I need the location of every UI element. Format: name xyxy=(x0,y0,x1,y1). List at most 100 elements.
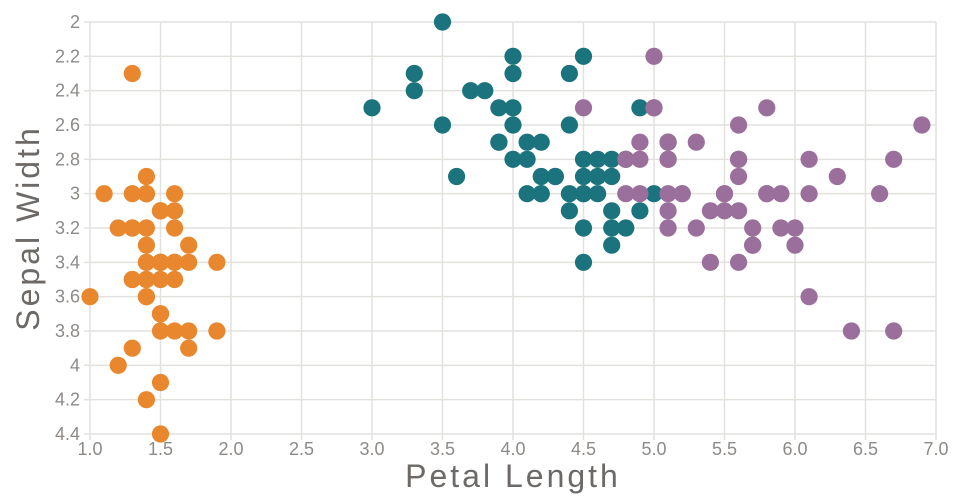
data-point-series-purple xyxy=(730,150,748,168)
data-point-series-purple xyxy=(744,219,762,237)
y-tick-label: 2.4 xyxy=(55,81,80,101)
y-tick-label: 3 xyxy=(70,184,80,204)
data-point-series-teal xyxy=(560,116,579,134)
data-point-series-orange xyxy=(166,270,184,289)
data-point-series-orange xyxy=(109,219,127,237)
data-point-series-orange xyxy=(166,185,184,203)
data-point-series-orange xyxy=(137,219,155,237)
data-point-series-teal xyxy=(448,167,466,186)
data-point-series-orange xyxy=(123,64,141,83)
data-point-series-orange xyxy=(166,253,184,271)
y-axis-title: Sepal Width xyxy=(10,125,46,331)
data-point-series-teal xyxy=(574,167,593,186)
y-tick-label: 3.2 xyxy=(55,218,80,238)
x-tick-label: 3.0 xyxy=(359,439,384,459)
data-point-series-purple xyxy=(828,167,846,186)
data-point-series-teal xyxy=(574,253,593,271)
data-point-series-teal xyxy=(603,236,621,254)
data-point-series-purple xyxy=(715,202,734,220)
data-point-series-purple xyxy=(659,202,677,220)
x-tick-label: 7.0 xyxy=(923,439,948,459)
x-tick-label: 4.5 xyxy=(571,439,596,459)
data-point-series-teal xyxy=(504,150,522,168)
data-point-series-orange xyxy=(137,270,155,289)
data-point-series-orange xyxy=(180,322,198,340)
data-point-series-orange xyxy=(180,253,198,271)
x-tick-label: 4.0 xyxy=(500,439,525,459)
data-point-series-teal xyxy=(405,64,423,83)
data-point-series-orange xyxy=(137,253,155,271)
x-tick-label: 2.0 xyxy=(218,439,243,459)
y-tick-label: 4.2 xyxy=(55,390,80,410)
data-point-series-teal xyxy=(631,99,649,117)
data-point-series-teal xyxy=(560,185,579,203)
data-point-series-orange xyxy=(166,219,184,237)
data-point-series-purple xyxy=(659,150,677,168)
data-point-series-purple xyxy=(885,322,903,340)
data-point-series-teal xyxy=(589,167,607,186)
data-point-series-purple xyxy=(673,185,691,203)
data-point-series-purple xyxy=(730,253,748,271)
y-tick-label: 3.8 xyxy=(55,321,80,341)
x-tick-label: 6.5 xyxy=(853,439,878,459)
data-point-series-purple xyxy=(800,288,818,306)
data-point-series-teal xyxy=(574,185,593,203)
data-point-series-purple xyxy=(687,219,705,237)
gridlines xyxy=(84,21,937,440)
data-point-series-purple xyxy=(800,150,818,168)
data-point-series-purple xyxy=(842,322,861,340)
data-point-series-teal xyxy=(476,82,494,100)
data-point-series-purple xyxy=(913,116,931,134)
data-point-series-purple xyxy=(631,133,649,151)
data-point-series-purple xyxy=(687,133,705,151)
x-tick-label: 3.5 xyxy=(430,439,455,459)
data-point-series-orange xyxy=(109,356,127,374)
data-point-series-purple xyxy=(871,185,889,203)
data-point-series-teal xyxy=(574,150,593,168)
data-point-series-orange xyxy=(208,253,226,271)
x-tick-label: 5.0 xyxy=(641,439,666,459)
data-point-series-orange xyxy=(123,185,141,203)
x-tick-label: 1.5 xyxy=(148,439,173,459)
data-point-series-orange xyxy=(123,270,141,289)
data-point-series-purple xyxy=(758,185,776,203)
data-point-series-teal xyxy=(462,82,480,100)
data-point-series-orange xyxy=(137,391,155,409)
y-tick-label: 2.8 xyxy=(55,149,80,169)
data-point-series-orange xyxy=(123,339,141,357)
data-point-series-purple xyxy=(617,150,635,168)
y-tick-label: 4.4 xyxy=(55,424,80,444)
data-point-series-purple xyxy=(645,99,663,117)
data-point-series-purple xyxy=(645,47,663,65)
data-point-series-teal xyxy=(518,133,536,151)
data-point-series-purple xyxy=(631,185,649,203)
data-point-series-teal xyxy=(546,167,564,186)
data-point-series-purple xyxy=(715,185,734,203)
x-tick-label: 1.0 xyxy=(77,439,102,459)
y-tick-label: 3.6 xyxy=(55,287,80,307)
data-point-series-teal xyxy=(433,116,452,134)
data-point-series-purple xyxy=(617,185,635,203)
data-point-series-teal xyxy=(574,219,593,237)
data-point-series-orange xyxy=(180,339,198,357)
data-point-series-purple xyxy=(800,185,818,203)
data-point-series-teal xyxy=(560,64,579,83)
axis-ticks: 2 2.2 2.4 2.6 2.8 3 3.2 3.4 3.6 3.8 4 4.2 4.41.0 1.5 2… xyxy=(55,12,949,459)
data-point-series-teal xyxy=(589,150,607,168)
data-point-series-teal xyxy=(603,219,621,237)
data-point-series-orange xyxy=(166,202,184,220)
data-point-series-purple xyxy=(730,202,748,220)
data-point-series-teal xyxy=(490,99,508,117)
data-point-series-purple xyxy=(758,99,776,117)
data-point-series-orange xyxy=(151,425,170,443)
data-point-series-purple xyxy=(730,116,748,134)
data-point-series-orange xyxy=(151,202,170,220)
data-point-series-teal xyxy=(518,185,536,203)
y-tick-label: 2.2 xyxy=(55,46,80,66)
data-point-series-teal xyxy=(532,167,550,186)
data-point-series-orange xyxy=(166,322,184,340)
data-point-series-purple xyxy=(659,185,677,203)
x-tick-label: 5.5 xyxy=(712,439,737,459)
data-point-series-orange xyxy=(137,236,155,254)
